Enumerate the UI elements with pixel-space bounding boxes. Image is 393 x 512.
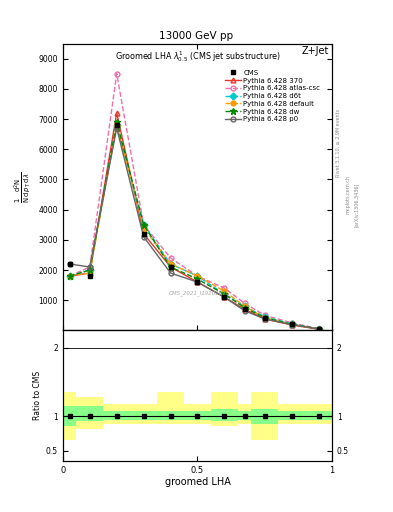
Pythia 6.428 p0 <box>263 316 267 322</box>
Pythia 6.428 370 <box>87 270 92 276</box>
Text: Rivet 3.1.10, ≥ 2.9M events: Rivet 3.1.10, ≥ 2.9M events <box>336 109 341 178</box>
Pythia 6.428 d6t <box>168 261 173 267</box>
Legend: CMS, Pythia 6.428 370, Pythia 6.428 atlas-csc, Pythia 6.428 d6t, Pythia 6.428 de: CMS, Pythia 6.428 370, Pythia 6.428 atla… <box>222 67 323 125</box>
Pythia 6.428 default <box>114 122 119 128</box>
CMS <box>141 231 146 237</box>
Pythia 6.428 dw <box>289 322 294 328</box>
Pythia 6.428 d6t <box>242 303 247 309</box>
CMS <box>195 279 200 285</box>
Text: Z+Jet: Z+Jet <box>302 47 329 56</box>
Pythia 6.428 p0 <box>168 270 173 276</box>
Pythia 6.428 p0 <box>67 261 72 267</box>
Pythia 6.428 atlas-csc <box>195 273 200 279</box>
Pythia 6.428 p0 <box>114 125 119 131</box>
Pythia 6.428 d6t <box>141 222 146 228</box>
Pythia 6.428 d6t <box>67 273 72 279</box>
Pythia 6.428 d6t <box>263 314 267 320</box>
Pythia 6.428 atlas-csc <box>263 312 267 318</box>
Pythia 6.428 atlas-csc <box>114 71 119 77</box>
Text: CMS_2021_I1920187: CMS_2021_I1920187 <box>169 290 226 296</box>
Pythia 6.428 dw <box>242 305 247 311</box>
CMS <box>114 122 119 128</box>
Pythia 6.428 atlas-csc <box>242 300 247 306</box>
Pythia 6.428 default <box>263 315 267 321</box>
Pythia 6.428 p0 <box>195 279 200 285</box>
Pythia 6.428 d6t <box>222 291 227 297</box>
Pythia 6.428 default <box>222 288 227 294</box>
CMS <box>263 315 267 322</box>
Line: Pythia 6.428 p0: Pythia 6.428 p0 <box>67 125 321 331</box>
Pythia 6.428 370 <box>195 279 200 285</box>
CMS <box>87 273 92 279</box>
Pythia 6.428 atlas-csc <box>168 255 173 261</box>
Pythia 6.428 dw <box>67 273 72 279</box>
Pythia 6.428 370 <box>141 231 146 237</box>
Pythia 6.428 dw <box>316 326 321 332</box>
Pythia 6.428 default <box>195 273 200 279</box>
Pythia 6.428 atlas-csc <box>222 285 227 291</box>
CMS <box>168 264 173 270</box>
Pythia 6.428 default <box>242 303 247 309</box>
Pythia 6.428 370 <box>289 322 294 328</box>
Text: [arXiv:1306.3436]: [arXiv:1306.3436] <box>354 183 359 227</box>
Pythia 6.428 370 <box>67 273 72 279</box>
Pythia 6.428 d6t <box>316 326 321 332</box>
CMS <box>316 326 321 332</box>
Pythia 6.428 default <box>316 326 321 332</box>
Pythia 6.428 d6t <box>114 122 119 128</box>
Line: Pythia 6.428 d6t: Pythia 6.428 d6t <box>67 122 321 331</box>
Pythia 6.428 default <box>87 270 92 276</box>
Pythia 6.428 p0 <box>289 322 294 328</box>
Pythia 6.428 p0 <box>242 308 247 314</box>
Pythia 6.428 default <box>289 322 294 328</box>
Pythia 6.428 dw <box>114 119 119 125</box>
Line: Pythia 6.428 370: Pythia 6.428 370 <box>67 111 321 332</box>
Pythia 6.428 dw <box>141 222 146 228</box>
Line: Pythia 6.428 dw: Pythia 6.428 dw <box>66 119 322 332</box>
Pythia 6.428 370 <box>222 294 227 300</box>
Pythia 6.428 default <box>67 273 72 279</box>
Text: 13000 GeV pp: 13000 GeV pp <box>160 31 233 41</box>
Pythia 6.428 atlas-csc <box>67 273 72 279</box>
CMS <box>242 306 247 312</box>
Pythia 6.428 370 <box>242 306 247 312</box>
Pythia 6.428 d6t <box>289 321 294 327</box>
Pythia 6.428 p0 <box>141 233 146 240</box>
Pythia 6.428 370 <box>114 110 119 116</box>
Pythia 6.428 atlas-csc <box>87 264 92 270</box>
Text: Groomed LHA $\lambda^{1}_{0.5}$ (CMS jet substructure): Groomed LHA $\lambda^{1}_{0.5}$ (CMS jet… <box>115 49 280 64</box>
CMS <box>222 294 227 300</box>
Pythia 6.428 p0 <box>316 326 321 332</box>
Pythia 6.428 dw <box>222 291 227 297</box>
Pythia 6.428 p0 <box>222 294 227 300</box>
Pythia 6.428 dw <box>195 276 200 282</box>
Text: mcplots.cern.ch: mcplots.cern.ch <box>345 175 350 214</box>
Line: Pythia 6.428 atlas-csc: Pythia 6.428 atlas-csc <box>67 71 321 331</box>
Pythia 6.428 default <box>168 261 173 267</box>
Line: CMS: CMS <box>67 122 321 331</box>
CMS <box>67 261 72 267</box>
Y-axis label: Ratio to CMS: Ratio to CMS <box>33 371 42 420</box>
Pythia 6.428 atlas-csc <box>316 326 321 332</box>
Pythia 6.428 dw <box>263 315 267 321</box>
Pythia 6.428 p0 <box>87 264 92 270</box>
Pythia 6.428 370 <box>168 264 173 270</box>
Pythia 6.428 dw <box>87 267 92 273</box>
Line: Pythia 6.428 default: Pythia 6.428 default <box>67 122 321 331</box>
X-axis label: groomed LHA: groomed LHA <box>165 477 230 487</box>
Pythia 6.428 atlas-csc <box>289 320 294 326</box>
CMS <box>289 322 294 328</box>
Pythia 6.428 default <box>141 225 146 231</box>
Y-axis label: $\frac{1}{\mathrm{N}} \frac{\mathrm{d}^2\mathrm{N}}{\mathrm{d}\,p_\mathrm{T}\,\m: $\frac{1}{\mathrm{N}} \frac{\mathrm{d}^2… <box>12 171 33 203</box>
Pythia 6.428 dw <box>168 264 173 270</box>
Pythia 6.428 atlas-csc <box>141 222 146 228</box>
Pythia 6.428 d6t <box>195 273 200 279</box>
Pythia 6.428 370 <box>316 326 321 332</box>
Pythia 6.428 d6t <box>87 267 92 273</box>
Pythia 6.428 370 <box>263 316 267 322</box>
